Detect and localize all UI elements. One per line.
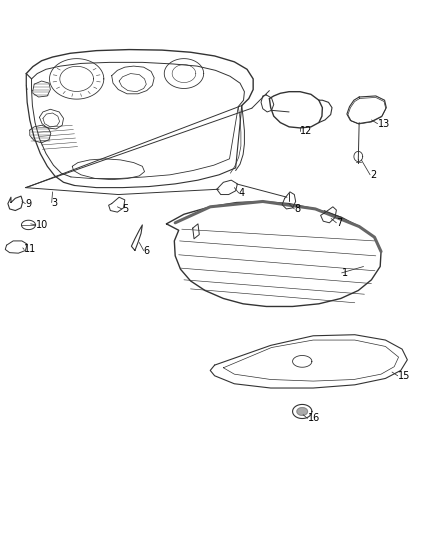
- Text: 4: 4: [239, 188, 245, 198]
- Text: 10: 10: [36, 220, 48, 230]
- Text: 2: 2: [370, 170, 376, 180]
- Text: 8: 8: [294, 204, 300, 214]
- Text: 5: 5: [122, 204, 128, 214]
- Text: 15: 15: [398, 371, 410, 381]
- Text: 13: 13: [378, 119, 390, 128]
- Text: 16: 16: [307, 414, 320, 423]
- Polygon shape: [297, 408, 307, 415]
- Text: 6: 6: [144, 246, 150, 255]
- Text: 1: 1: [342, 268, 348, 278]
- Text: 3: 3: [52, 198, 58, 207]
- Text: 9: 9: [25, 199, 32, 208]
- Text: 7: 7: [336, 218, 343, 228]
- Text: 12: 12: [300, 126, 312, 135]
- Text: 11: 11: [24, 245, 36, 254]
